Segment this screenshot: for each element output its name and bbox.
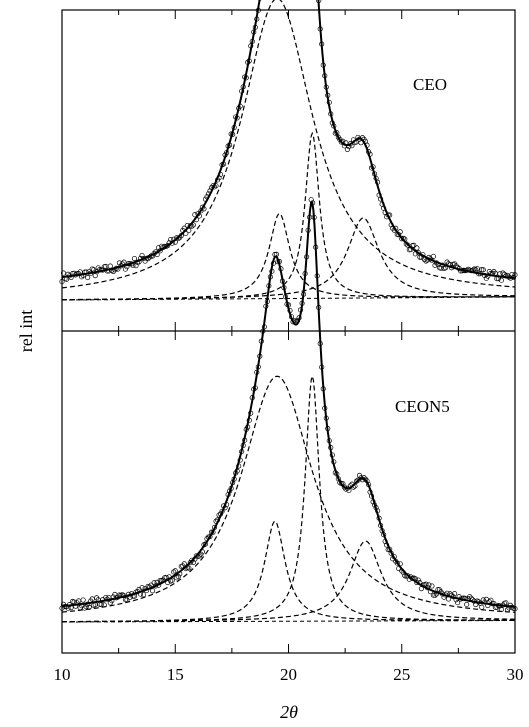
panel-label-ceon5: CEON5 [395,397,450,416]
observed-point [71,599,77,605]
panel-label-ceo: CEO [413,75,447,94]
observed-point [498,606,504,613]
observed-point [139,585,145,591]
observed-point [512,272,518,278]
observed-point [344,146,350,152]
observed-point [186,565,192,571]
baseline-dashed [61,620,516,623]
baseline-dashed [61,296,516,301]
observed-point [452,591,458,597]
observed-point [474,266,480,272]
observed-point [480,267,486,273]
x-tick-label: 10 [54,665,71,684]
observed-point [414,245,420,251]
observed-point [432,592,438,598]
observed-point [151,580,157,586]
observed-point [122,597,128,603]
observed-point [479,604,485,610]
observed-point [202,541,209,547]
observed-point [140,592,147,598]
observed-point [498,277,504,283]
observed-point [121,259,127,265]
observed-point [473,267,479,273]
observed-point [181,561,187,567]
observed-point [174,575,180,581]
observed-point [175,574,181,580]
observed-point [430,253,437,259]
observed-point [89,596,95,602]
fit-curve [61,201,516,608]
observed-point [150,588,156,594]
observed-point [60,270,67,276]
observed-point [417,254,423,260]
observed-point [491,269,497,275]
observed-point [509,271,515,278]
observed-point [429,583,435,589]
observed-point [131,255,138,262]
component-peak-2 [61,520,515,623]
observed-point [86,604,92,610]
observed-point [172,568,178,574]
observed-point [455,600,461,606]
observed-point [426,582,432,588]
x-tick-label: 15 [167,665,184,684]
observed-point [423,258,429,264]
observed-point [98,602,104,608]
component-peak-4 [61,540,516,623]
y-axis-label: rel int [16,310,36,353]
observed-point [107,263,113,269]
observed-point [165,243,171,249]
observed-point [338,481,344,487]
component-peak-2 [61,212,516,301]
component-peak-1 [61,0,516,289]
observed-point [396,232,402,238]
x-tick-labels: 10 15 20 25 30 [54,665,524,684]
x-tick-label: 30 [507,665,524,684]
observed-point [207,533,213,540]
component-peak-4 [61,217,516,301]
observed-point [133,263,139,269]
observed-point [415,250,421,256]
panel-ceon5 [59,197,518,623]
observed-point [59,279,65,285]
observed-point [80,597,86,603]
observed-point [101,602,107,608]
observed-point [171,569,177,575]
observed-point [479,267,485,273]
observed-point [83,604,89,610]
panel-ceo [59,0,518,301]
x-tick-label: 25 [393,665,410,684]
observed-point [464,601,470,608]
observed-point [430,592,437,598]
observed-point [500,270,506,276]
observed-point [411,242,417,248]
observed-point [139,252,145,259]
observed-point [467,594,473,600]
fit-curve [61,0,516,280]
x-axis-label: 2θ [280,702,298,722]
observed-point [85,275,91,281]
component-peak-3 [61,131,516,301]
x-tick-label: 20 [280,665,297,684]
x-ticks [61,10,516,653]
component-peak-1 [61,375,516,613]
